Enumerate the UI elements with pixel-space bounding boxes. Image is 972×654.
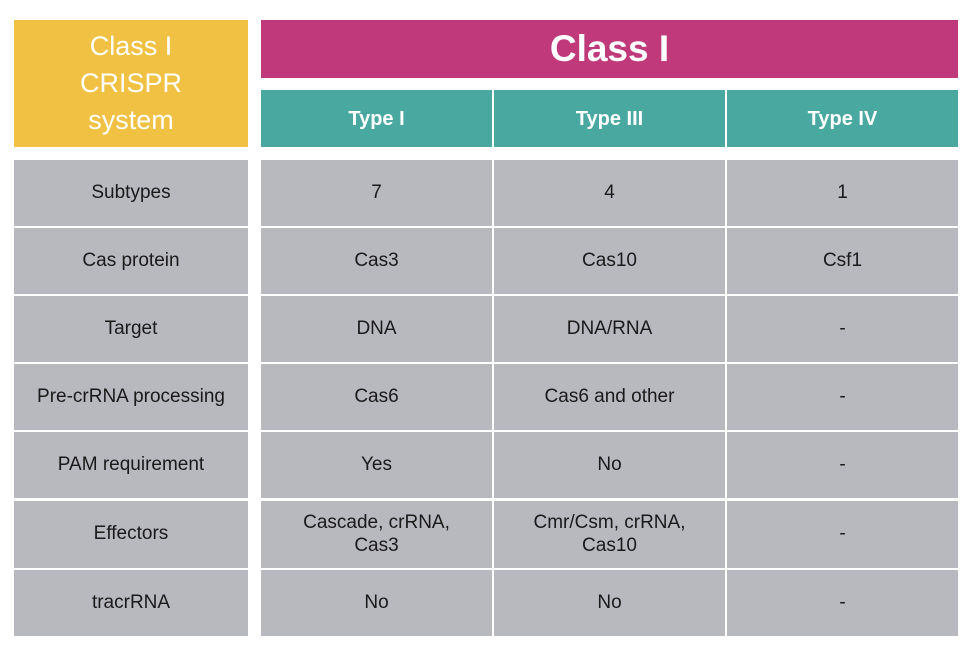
row-label-subtypes: Subtypes bbox=[14, 160, 248, 226]
table-cell: No bbox=[494, 570, 725, 636]
row-label-pam-requirement: PAM requirement bbox=[14, 432, 248, 498]
row-label-cas-protein: Cas protein bbox=[14, 228, 248, 294]
table-cell: Csf1 bbox=[727, 228, 958, 294]
table-cell: 1 bbox=[727, 160, 958, 226]
table-cell: Cas6 and other bbox=[494, 364, 725, 430]
table-cell: Yes bbox=[261, 432, 492, 498]
table-cell: 4 bbox=[494, 160, 725, 226]
row-label-pre-crrna-processing: Pre-crRNA processing bbox=[14, 364, 248, 430]
table-cell: Cas3 bbox=[261, 228, 492, 294]
table-cell: Cmr/Csm, crRNA, Cas10 bbox=[494, 501, 725, 568]
row-label-tracrrna: tracrRNA bbox=[14, 570, 248, 636]
row-label-target: Target bbox=[14, 296, 248, 362]
table-cell: - bbox=[727, 364, 958, 430]
row-label-effectors: Effectors bbox=[14, 501, 248, 568]
table-cell: DNA/RNA bbox=[494, 296, 725, 362]
type-header-1: Type I bbox=[261, 90, 492, 147]
table-cell: No bbox=[261, 570, 492, 636]
system-header: Class I CRISPR system bbox=[14, 20, 248, 147]
table-cell: No bbox=[494, 432, 725, 498]
table-cell: - bbox=[727, 501, 958, 568]
table-cell: 7 bbox=[261, 160, 492, 226]
table-cell: DNA bbox=[261, 296, 492, 362]
type-header-3: Type IV bbox=[727, 90, 958, 147]
class-header: Class I bbox=[261, 20, 958, 78]
table-cell: - bbox=[727, 296, 958, 362]
table-cell: Cas6 bbox=[261, 364, 492, 430]
table-cell: Cas10 bbox=[494, 228, 725, 294]
table-cell: Cascade, crRNA, Cas3 bbox=[261, 501, 492, 568]
type-header-2: Type III bbox=[494, 90, 725, 147]
table-cell: - bbox=[727, 570, 958, 636]
table-cell: - bbox=[727, 432, 958, 498]
